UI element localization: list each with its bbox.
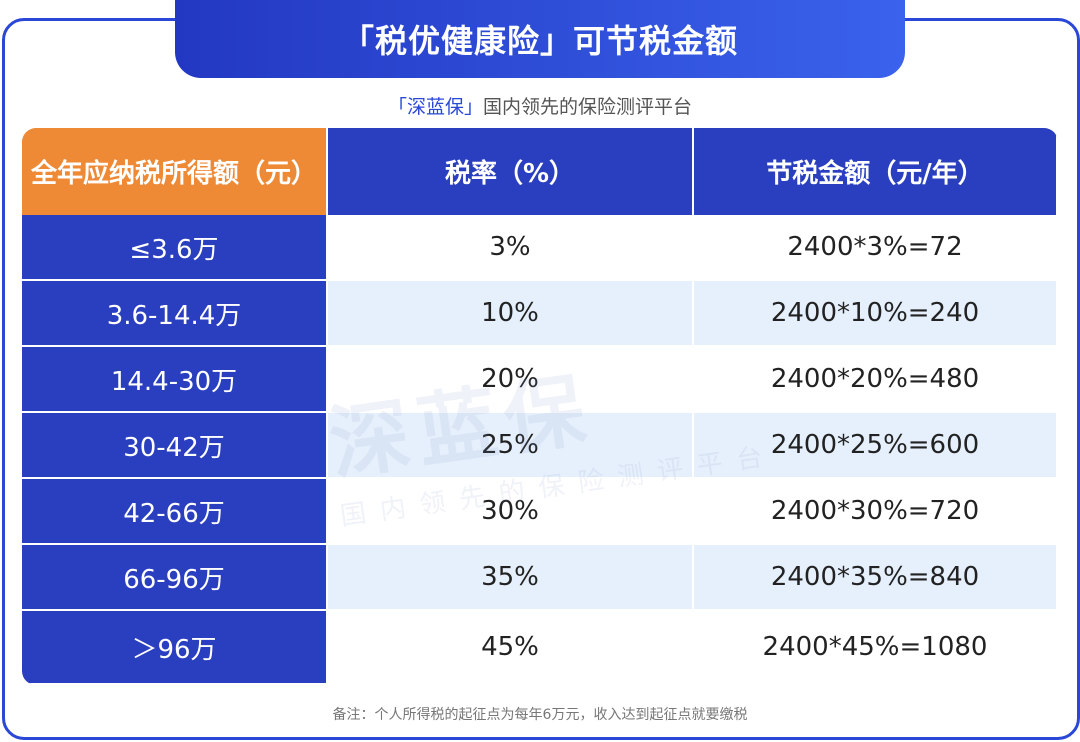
value-cell: 35% [327, 544, 694, 611]
subtitle: 「深蓝保」国内领先的保险测评平台 [0, 92, 1080, 119]
table-row: ≤3.6万 3% 2400*3%=72 [22, 215, 1058, 281]
value-cell: 2400*45%=1080 [693, 610, 1058, 685]
header-cell: 税率（%） [327, 128, 694, 215]
value-cell: 10% [327, 280, 694, 347]
value-cell: 2400*35%=840 [693, 544, 1058, 611]
brand: 「深蓝保」 [387, 96, 483, 118]
value-cell: 2400*10%=240 [693, 280, 1058, 347]
table-row: 30-42万 25% 2400*25%=600 [22, 412, 1058, 479]
income-cell: 3.6-14.4万 [22, 280, 328, 347]
income-cell: 66-96万 [22, 544, 328, 611]
income-cell: 14.4-30万 [22, 346, 328, 413]
value-cell: 2400*20%=480 [693, 346, 1058, 413]
income-cell: 30-42万 [22, 412, 328, 479]
header-cell: 全年应纳税所得额（元） [22, 128, 328, 215]
value-cell: 45% [327, 610, 694, 685]
table-body: ≤3.6万 3% 2400*3%=72 3.6-14.4万 10% 2400*10%=24… [22, 215, 1058, 685]
value-cell: 25% [327, 412, 694, 479]
value-cell: 30% [327, 478, 694, 545]
table-row: 66-96万 35% 2400*35%=840 [22, 544, 1058, 611]
header-cell: 节税金额（元/年） [693, 128, 1058, 215]
value-cell: 2400*30%=720 [693, 478, 1058, 545]
header-row: 全年应纳税所得额（元） 税率（%） 节税金额（元/年） [22, 128, 1058, 215]
value-cell: 20% [327, 346, 694, 413]
table-row: ＞96万 45% 2400*45%=1080 [22, 610, 1058, 685]
income-cell: 42-66万 [22, 478, 328, 545]
footnote: 备注：个人所得税的起征点为每年6万元，收入达到起征点就要缴税 [332, 707, 748, 723]
value-cell: 2400*3%=72 [693, 215, 1058, 281]
title: 「税优健康险」可节税金额 [175, 0, 905, 78]
table-row: 42-66万 30% 2400*30%=720 [22, 478, 1058, 545]
income-cell: ≤3.6万 [22, 215, 328, 281]
table-row: 14.4-30万 20% 2400*20%=480 [22, 346, 1058, 413]
slogan: 国内领先的保险测评平台 [483, 96, 693, 118]
income-cell: ＞96万 [22, 610, 328, 685]
value-cell: 3% [327, 215, 694, 281]
table-row: 3.6-14.4万 10% 2400*10%=240 [22, 280, 1058, 347]
tax-table: 全年应纳税所得额（元） 税率（%） 节税金额（元/年） ≤3.6万 3% 2400*3%… [22, 128, 1058, 685]
value-cell: 2400*25%=600 [693, 412, 1058, 479]
